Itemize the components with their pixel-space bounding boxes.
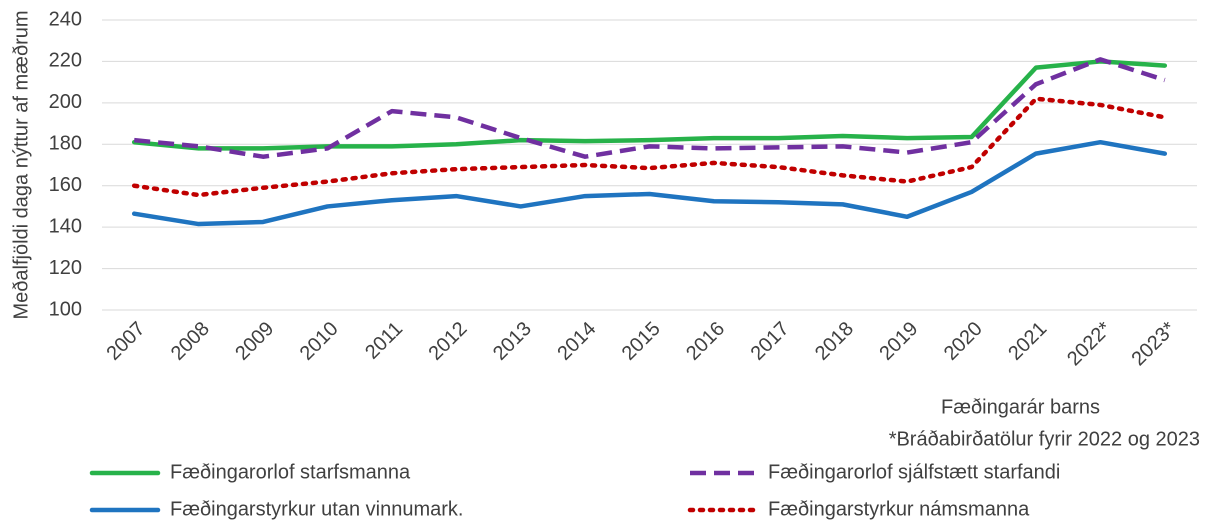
y-tick-label: 160 [49, 174, 82, 196]
x-tick-label: 2016 [682, 318, 729, 365]
y-tick-label: 100 [49, 298, 82, 320]
x-tick-label: 2017 [747, 318, 794, 365]
x-tick-label: 2015 [618, 318, 665, 365]
legend-label: Fæðingarstyrkur utan vinnumark. [170, 498, 463, 520]
x-tick-label: 2018 [811, 318, 858, 365]
series-line [131, 59, 1168, 151]
x-tick-label: 2023* [1128, 318, 1181, 371]
series-line [131, 139, 1168, 227]
x-tick-label: 2009 [231, 318, 278, 365]
y-tick-label: 180 [49, 133, 82, 155]
legend-label: Fæðingarstyrkur námsmanna [768, 498, 1030, 520]
series-line [131, 96, 1168, 198]
note: *Bráðabirðatölur fyrir 2022 og 2023 [889, 428, 1200, 450]
x-tick-label: 2010 [296, 318, 343, 365]
x-tick-label: 2007 [102, 318, 149, 365]
y-tick-label: 220 [49, 50, 82, 72]
x-tick-label: 2011 [361, 318, 407, 364]
legend-label: Fæðingarorlof starfsmanna [170, 461, 411, 483]
x-tick-label: 2014 [553, 318, 600, 365]
y-tick-label: 200 [49, 91, 82, 113]
x-tick-label: 2020 [940, 318, 987, 365]
x-axis-label: Fæðingarár barns [941, 396, 1100, 418]
legend-label: Fæðingarorlof sjálfstætt starfandi [768, 461, 1060, 483]
x-tick-label: 2021 [1004, 318, 1051, 365]
y-axis-label: Meðalfjöldi daga nýttur af mæðrum [10, 10, 32, 319]
y-tick-label: 120 [49, 257, 82, 279]
y-tick-label: 140 [49, 215, 82, 237]
y-tick-label: 240 [49, 8, 82, 30]
x-tick-label: 2012 [425, 318, 472, 365]
x-tick-label: 2013 [489, 318, 536, 365]
x-tick-label: 2019 [875, 318, 922, 365]
series-line [133, 57, 1166, 159]
x-tick-label: 2008 [167, 318, 214, 365]
x-tick-label: 2022* [1063, 318, 1116, 371]
